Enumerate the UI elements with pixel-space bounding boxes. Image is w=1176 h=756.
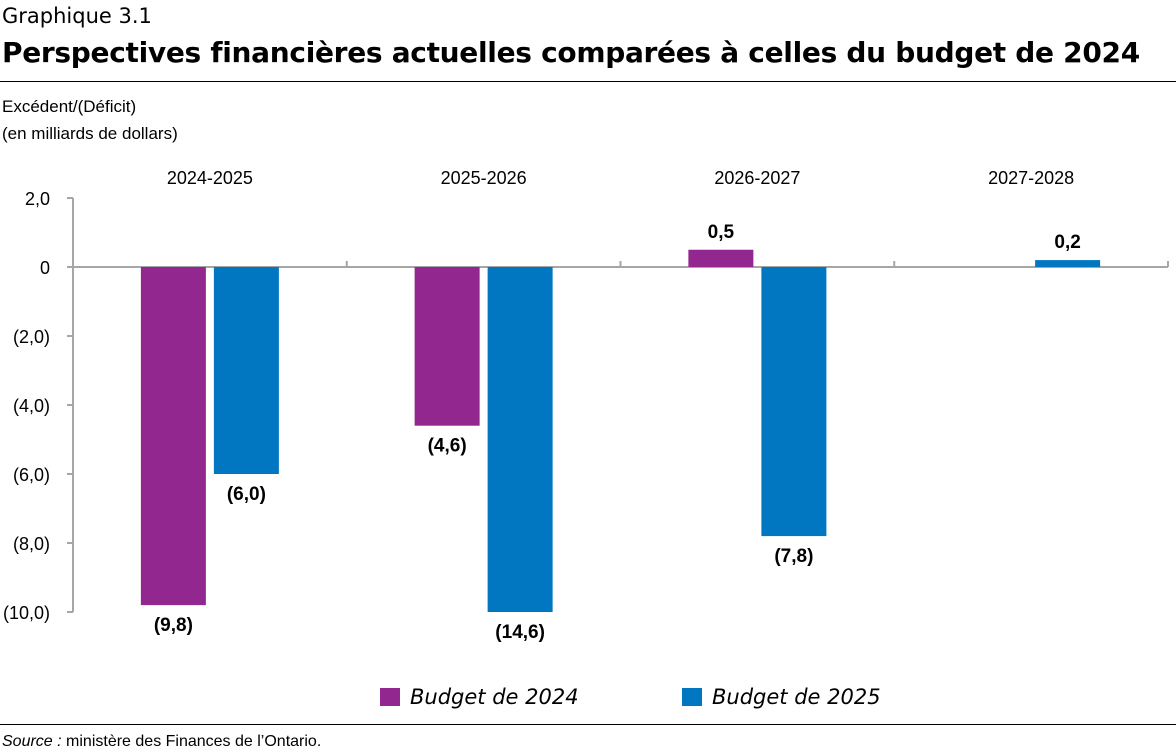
category-label: 2025-2026 [441, 168, 527, 188]
category-label: 2027-2028 [988, 168, 1074, 188]
bar-chart: 2,0 0 (2,0) (4,0) (6,0) (8,0) (10,0) 2024-2025 (… [3, 168, 1169, 643]
y-tick-label: (4,0) [13, 396, 50, 416]
y-tick-label: 2,0 [25, 189, 50, 209]
source-label: Source : [2, 733, 62, 750]
legend-item-budget-2025: Budget de 2025 [682, 685, 881, 709]
bar-budget-2025 [761, 267, 827, 537]
bar-budget-2024 [140, 267, 206, 606]
data-label: (4,6) [428, 436, 467, 457]
bar-budget-2025 [213, 267, 279, 474]
bar-budget-2025 [1035, 260, 1101, 267]
data-label: (14,6) [495, 622, 545, 643]
title-divider [0, 81, 1176, 82]
source-divider [0, 724, 1176, 725]
data-label: 0,5 [708, 222, 735, 243]
y-tick-label: (8,0) [13, 534, 50, 554]
legend-label: Budget de 2024 [410, 685, 579, 709]
y-tick-label: (10,0) [3, 603, 50, 623]
bar-budget-2024 [688, 249, 754, 267]
y-axis-label: Excédent/(Déficit) (en milliards de doll… [2, 93, 178, 147]
data-label: (9,8) [154, 615, 193, 636]
y-tick-label: (2,0) [13, 327, 50, 347]
y-axis-label-line1: Excédent/(Déficit) [2, 97, 137, 116]
source-note: Source : ministère des Finances de l’Ont… [2, 733, 321, 751]
bar-budget-2024 [414, 267, 480, 426]
data-label: (6,0) [227, 484, 266, 505]
chart-kicker: Graphique 3.1 [2, 4, 152, 28]
category-label: 2024-2025 [167, 168, 253, 188]
legend-item-budget-2024: Budget de 2024 [380, 685, 579, 709]
y-axis-label-line2: (en milliards de dollars) [2, 124, 178, 143]
legend-swatch [380, 688, 400, 706]
source-text: ministère des Finances de l’Ontario. [61, 733, 322, 750]
data-label: (7,8) [774, 546, 813, 567]
y-tick-label: 0 [40, 258, 50, 278]
legend-swatch [682, 688, 702, 706]
legend-label: Budget de 2025 [712, 685, 881, 709]
y-tick-label: (6,0) [13, 465, 50, 485]
category-label: 2026-2027 [714, 168, 800, 188]
chart-title: Perspectives financières actuelles compa… [2, 36, 1140, 69]
bar-budget-2025 [487, 267, 553, 612]
data-label: 0,2 [1054, 232, 1080, 253]
